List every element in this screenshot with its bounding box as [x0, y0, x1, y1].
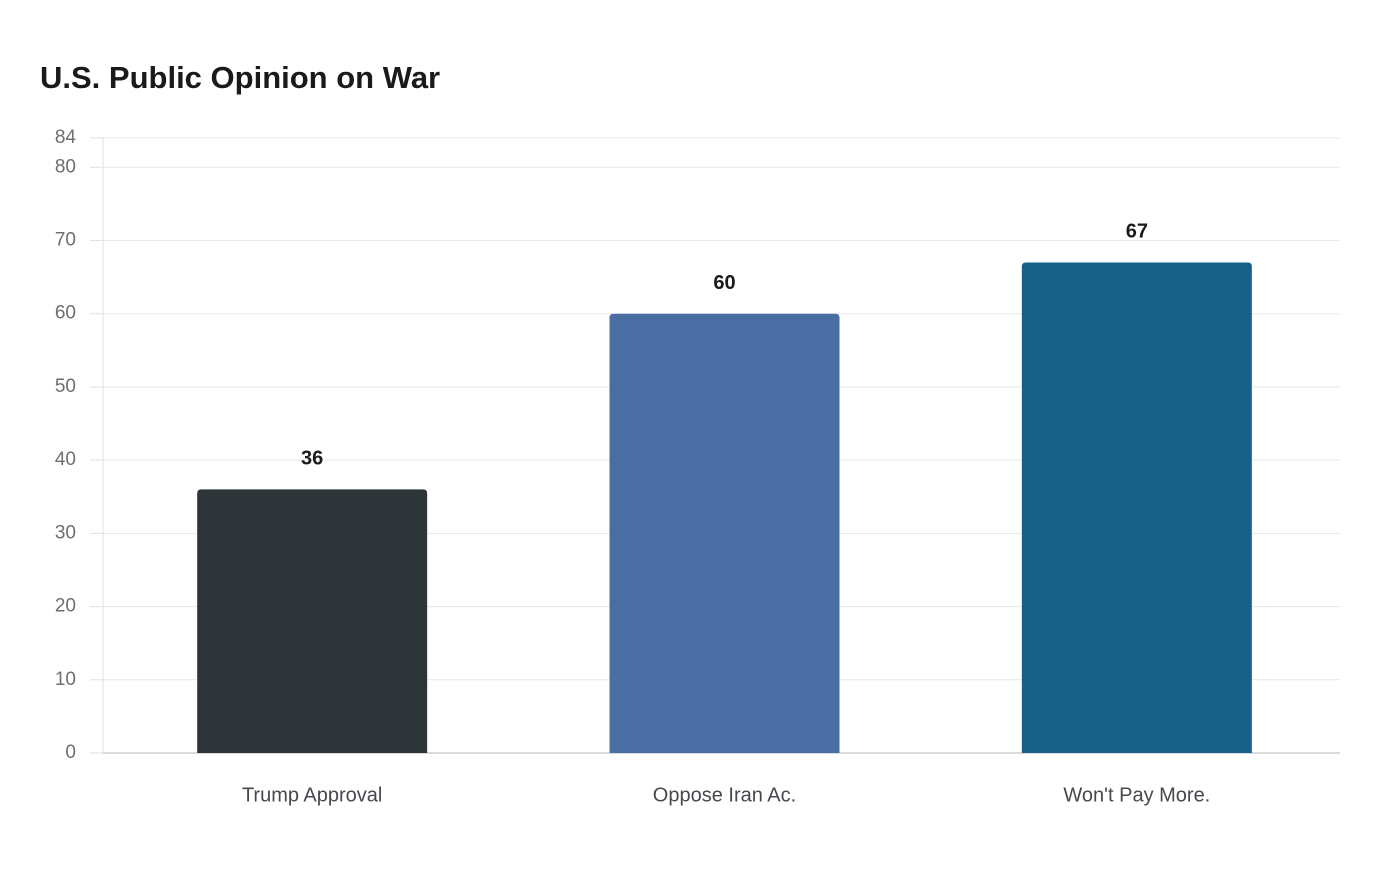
y-tick-label: 70	[55, 230, 76, 251]
y-tick-label: 60	[55, 303, 76, 324]
y-tick-label: 84	[55, 127, 77, 148]
y-tick-label: 50	[55, 376, 76, 397]
y-tick-label: 30	[55, 522, 76, 543]
value-label: 60	[713, 272, 735, 294]
x-tick-label: Oppose Iran Ac.	[653, 784, 796, 806]
chart-title: U.S. Public Opinion on War	[40, 60, 440, 95]
value-label: 36	[301, 448, 323, 470]
x-tick-label: Won't Pay More.	[1063, 784, 1210, 806]
y-tick-label: 10	[55, 669, 76, 690]
bar	[1021, 262, 1252, 753]
bar	[609, 313, 840, 753]
x-tick-label: Trump Approval	[242, 784, 382, 806]
value-label: 67	[1126, 221, 1148, 243]
y-tick-label: 40	[55, 449, 76, 470]
y-tick-label: 20	[55, 596, 76, 617]
y-tick-label: 80	[55, 156, 76, 177]
bar	[197, 489, 428, 753]
y-tick-label: 0	[65, 742, 76, 763]
